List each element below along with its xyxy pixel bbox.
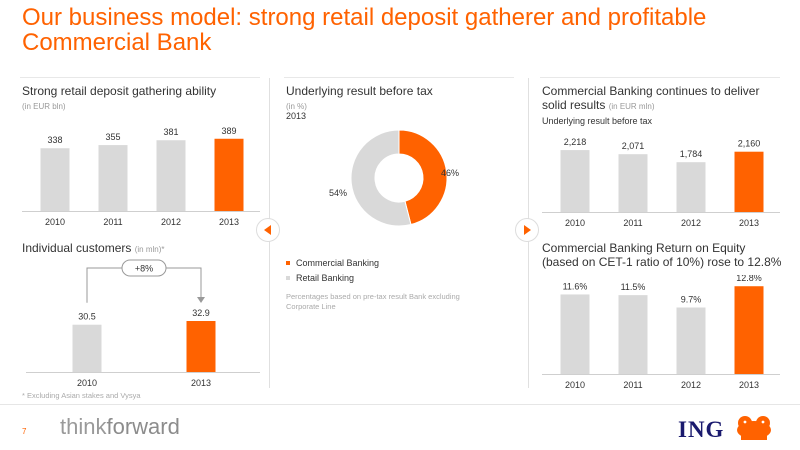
bar-2013 xyxy=(186,321,216,372)
commercial-bar-chart: 2,218 2010 2,071 2011 1,784 2012 2,160 2013 xyxy=(542,137,780,228)
brand-tagline: thinkforward xyxy=(60,414,180,440)
x-tick-label: 2013 xyxy=(739,380,759,390)
bar-2010 xyxy=(560,294,590,374)
result-title-text: Underlying result before tax xyxy=(286,84,433,98)
customers-bar-chart: 30.5 2010 32.9 2013 +8% xyxy=(26,259,260,388)
next-button[interactable] xyxy=(515,218,539,242)
customers-unit: (in mln)* xyxy=(134,245,165,254)
bar-value-label: 1,784 xyxy=(680,149,703,159)
result-legend: Commercial Banking Retail Banking xyxy=(286,255,379,285)
result-year: 2013 xyxy=(286,111,307,121)
commercial-title-line1: Commercial Banking continues to deliver xyxy=(542,84,760,98)
x-tick-label: 2010 xyxy=(565,218,585,228)
donut-slice-commercial xyxy=(398,129,448,226)
ing-logo: ING xyxy=(678,417,725,442)
roe-title-line2: (based on CET-1 ratio of 10%) rose to 12… xyxy=(542,255,782,269)
x-tick-label: 2011 xyxy=(103,217,122,227)
prev-button[interactable] xyxy=(256,218,280,242)
bar-2012 xyxy=(676,307,706,374)
slice-label-retail: 54% xyxy=(329,188,347,198)
legend-swatch-commercial xyxy=(286,260,290,265)
x-tick-label: 2010 xyxy=(565,380,585,390)
bar-2012 xyxy=(156,140,186,211)
x-tick-label: 2011 xyxy=(623,218,642,228)
bar-2010 xyxy=(560,150,590,212)
bar-2013 xyxy=(214,138,244,211)
bar-2011 xyxy=(618,154,648,212)
roe-title-line1: Commercial Banking Return on Equity xyxy=(542,241,746,255)
growth-badge xyxy=(121,259,167,277)
x-tick-label: 2013 xyxy=(739,218,759,228)
bar-value-label: 338 xyxy=(47,135,62,145)
bar-value-label: 2,218 xyxy=(564,137,587,147)
footer-divider xyxy=(0,404,800,405)
bar-value-label: 381 xyxy=(163,127,178,137)
lion-icon xyxy=(737,416,771,440)
legend-label-commercial: Commercial Banking xyxy=(296,257,380,268)
legend-label-retail: Retail Banking xyxy=(296,272,355,283)
bar-value-label: 2,071 xyxy=(622,141,645,151)
deposits-title-text: Strong retail deposit gathering ability xyxy=(22,84,217,98)
bar-value-label: 32.9 xyxy=(192,308,210,318)
divider xyxy=(540,77,780,78)
bar-value-label: 355 xyxy=(105,132,120,142)
divider xyxy=(284,77,514,78)
bar-value-label: 2,160 xyxy=(738,139,761,149)
commercial-unit: (in EUR mln) xyxy=(608,102,655,111)
bar-value-label: 11.5% xyxy=(621,282,646,292)
triangle-right-icon xyxy=(524,225,531,235)
page-title: Our business model: strong retail deposi… xyxy=(22,4,707,56)
bar-2010 xyxy=(72,324,102,372)
commercial-title: Commercial Banking continues to deliver … xyxy=(542,84,759,114)
donut-slice-retail xyxy=(350,129,412,227)
result-title: Underlying result before tax (in %) xyxy=(286,84,433,114)
x-tick-label: 2010 xyxy=(45,217,65,227)
bar-2011 xyxy=(618,295,648,374)
customers-title: Individual customers (in mln)* xyxy=(22,241,165,257)
x-tick-label: 2012 xyxy=(681,218,701,228)
commercial-title-line2: solid results xyxy=(542,98,606,112)
bar-value-label: 9.7% xyxy=(681,294,702,304)
bar-2012 xyxy=(676,162,706,212)
x-tick-label: 2010 xyxy=(77,378,97,388)
slice-label-commercial: 46% xyxy=(441,168,459,178)
deposits-bar-chart: 338 2010 355 2011 381 2012 389 2013 xyxy=(22,126,260,227)
x-tick-label: 2012 xyxy=(681,380,701,390)
roe-bar-chart: 11.6% 2010 11.5% 2011 9.7% 2012 12.8% 2013 xyxy=(542,275,780,390)
bar-value-label: 30.5 xyxy=(78,312,96,322)
legend-item-commercial: Commercial Banking xyxy=(286,255,379,270)
x-tick-label: 2012 xyxy=(161,217,181,227)
bar-value-label: 11.6% xyxy=(563,281,588,291)
x-tick-label: 2013 xyxy=(191,378,211,388)
result-note: Percentages based on pre-tax result Bank… xyxy=(286,292,460,311)
commercial-subtitle: Underlying result before tax xyxy=(542,116,653,126)
bar-2013 xyxy=(734,151,764,212)
legend-item-retail: Retail Banking xyxy=(286,270,379,285)
footnote: * Excluding Asian stakes and Vysya xyxy=(22,391,141,400)
customers-title-text: Individual customers xyxy=(22,241,132,255)
bar-value-label: 12.8% xyxy=(736,275,762,283)
roe-title: Commercial Banking Return on Equity (bas… xyxy=(542,241,781,269)
x-tick-label: 2011 xyxy=(623,380,642,390)
bar-2013 xyxy=(734,286,764,374)
growth-arrow-head xyxy=(197,297,205,304)
result-unit: (in %) xyxy=(286,102,307,111)
page-number: 7 xyxy=(22,427,27,436)
x-tick-label: 2013 xyxy=(219,217,239,227)
brand-part1: think xyxy=(60,414,107,439)
deposits-title: Strong retail deposit gathering ability … xyxy=(22,84,216,114)
deposits-unit: (in EUR bln) xyxy=(22,102,66,111)
bar-2010 xyxy=(40,148,70,211)
growth-label: +8% xyxy=(135,264,153,274)
result-donut-chart: 46% 54% xyxy=(329,129,459,227)
divider xyxy=(20,77,260,78)
legend-swatch-retail xyxy=(286,275,290,280)
triangle-left-icon xyxy=(264,225,271,235)
bar-value-label: 389 xyxy=(221,126,236,136)
bar-2011 xyxy=(98,145,128,211)
brand-part2: forward xyxy=(106,414,180,439)
